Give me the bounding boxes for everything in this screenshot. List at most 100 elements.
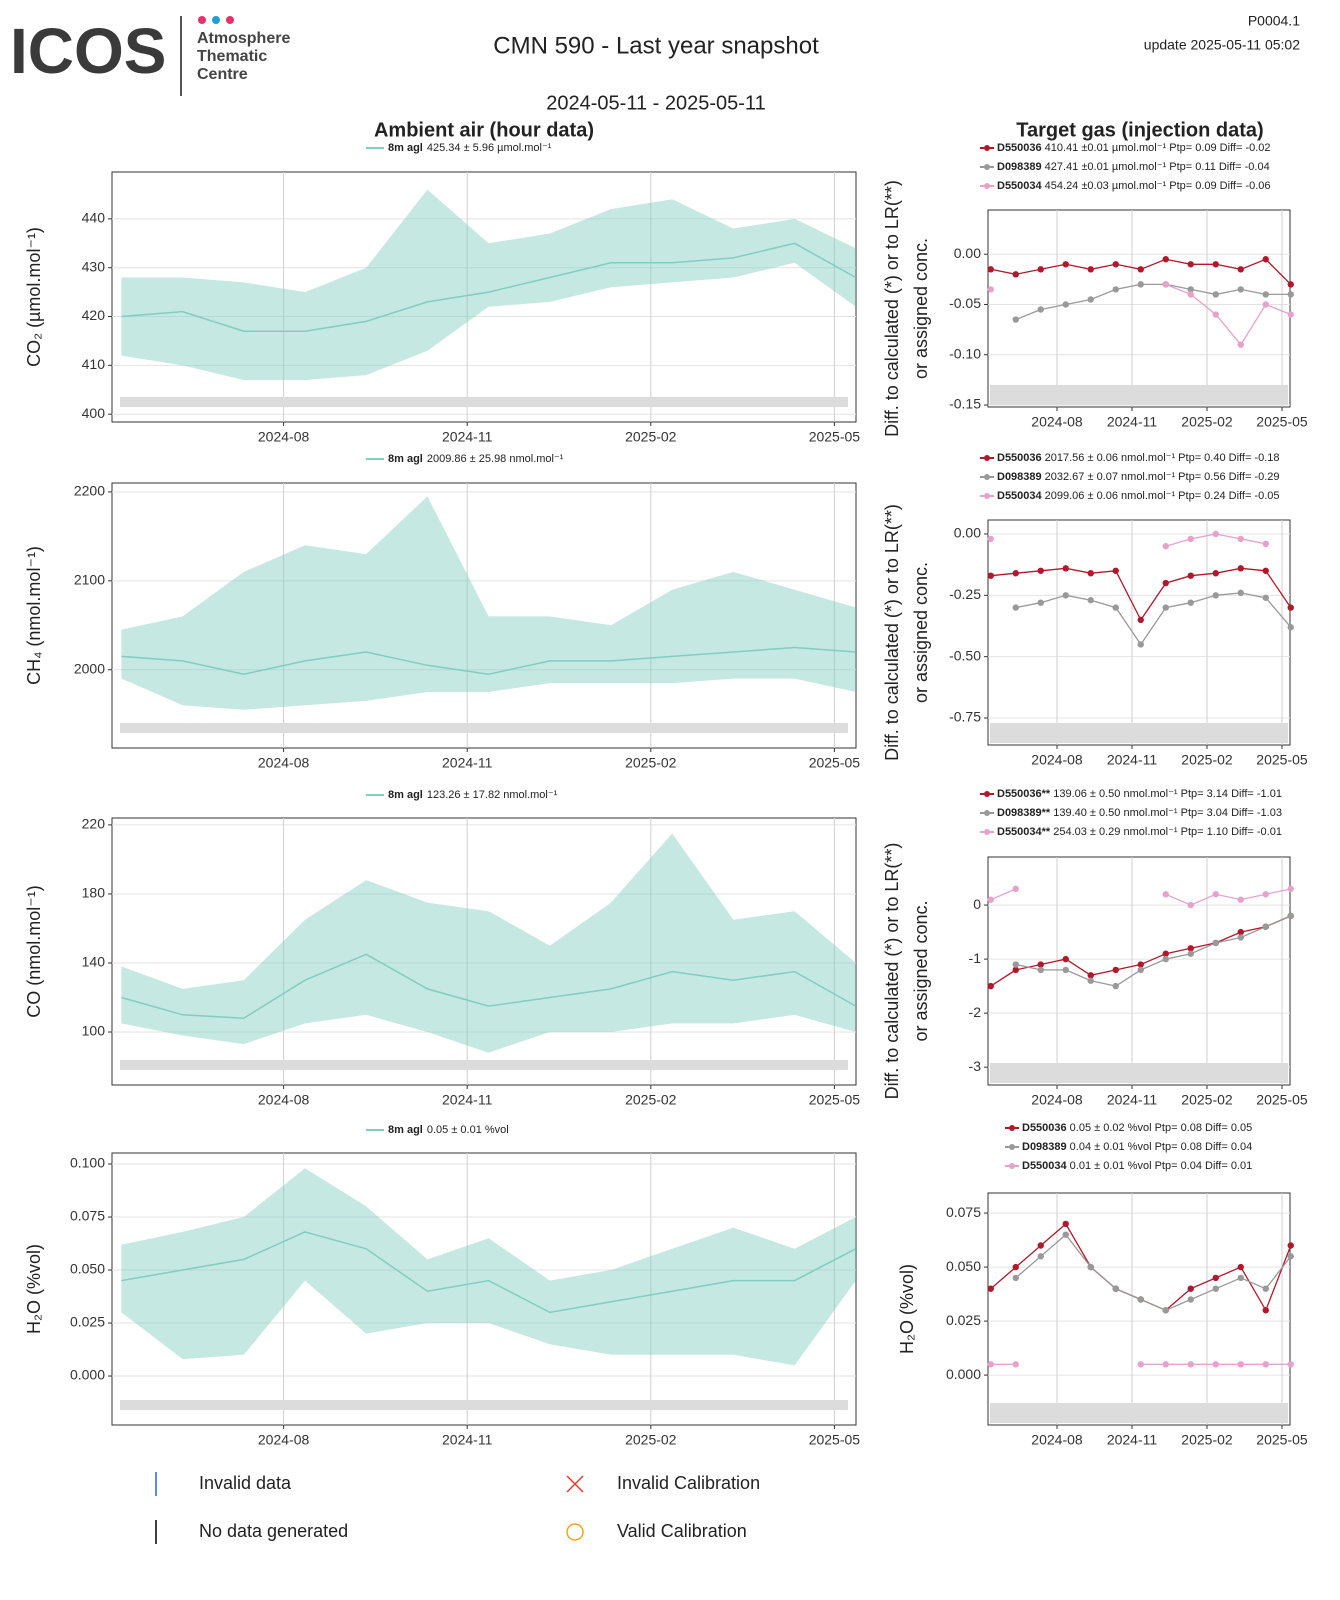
y-tick-label: -1: [969, 950, 982, 966]
x-tick-label: 2024-11: [1107, 1092, 1158, 1108]
y-tick-label: 0.050: [70, 1261, 105, 1277]
series-point: [1187, 945, 1194, 952]
y-axis-title: H₂O (%vol): [24, 1244, 44, 1334]
legend-stats: 0.05 ± 0.02 %vol Ptp= 0.08 Diff= 0.05: [1070, 1122, 1253, 1134]
x-tick-label: 2024-08: [1031, 1092, 1083, 1108]
series-point: [1162, 543, 1169, 550]
legend-point: [1009, 1144, 1015, 1150]
series-point: [1212, 1274, 1219, 1282]
flag-strip: [990, 1403, 1288, 1423]
y-tick-label: 100: [82, 1023, 106, 1039]
x-tick-label: 2024-08: [258, 1092, 310, 1108]
y-axis-title: Diff. to calculated (*) or to LR(**): [882, 504, 902, 761]
series-line: [121, 646, 856, 675]
y-axis-title: CH₄ (nmol.mol⁻¹): [24, 546, 44, 685]
series-point: [1287, 604, 1294, 611]
x-tick-label: 2025-02: [1181, 414, 1233, 430]
y-axis-title: Diff. to calculated (*) or to LR(**): [882, 180, 902, 437]
series-point: [1237, 934, 1244, 941]
legend-text: D098389** 139.40 ± 0.50 nmol.mol⁻¹ Ptp= 3…: [997, 807, 1282, 819]
series-point: [1162, 891, 1169, 898]
y-tick-label: -0.25: [949, 586, 981, 602]
series-point: [1287, 1242, 1294, 1249]
series-point: [1162, 604, 1169, 611]
series-point: [1287, 885, 1294, 893]
series-point: [1187, 286, 1194, 293]
flag-strip: [990, 385, 1288, 405]
x-tick-label: 2025-02: [625, 429, 677, 445]
series-line: [1015, 283, 1291, 321]
x-tick-label: 2025-02: [625, 1432, 677, 1448]
series-point: [1087, 1263, 1094, 1271]
legend-name: 8m agl: [388, 453, 423, 465]
flag-strip: [990, 723, 1288, 743]
series-point: [1162, 1361, 1169, 1368]
y-tick-label: 0.000: [70, 1367, 105, 1383]
legend-name: D550034**: [997, 826, 1051, 838]
legend-text: D550034 0.01 ± 0.01 %vol Ptp= 0.04 Diff= …: [1022, 1160, 1252, 1172]
series-point: [1212, 1285, 1219, 1292]
y-axis-title: CO₂ (µmol.mol⁻¹): [24, 227, 44, 367]
legend-name: D550036**: [997, 788, 1051, 800]
series-point: [1137, 616, 1144, 624]
flag-strip: [120, 1060, 848, 1070]
legend-text: 8m agl 2009.86 ± 25.98 nmol.mol⁻¹: [388, 453, 564, 465]
series-point: [1037, 1253, 1044, 1260]
x-tick-label: 2024-08: [1031, 752, 1083, 768]
series-point: [1062, 261, 1069, 268]
series-point: [1237, 565, 1244, 572]
x-tick-label: 2024-11: [442, 429, 493, 445]
x-tick-label: 2025-05: [809, 429, 861, 445]
plot-area: [111, 817, 857, 1086]
legend-name: D550034: [997, 180, 1043, 192]
y-tick-label: 0.050: [946, 1258, 981, 1274]
legend-name: 8m agl: [388, 142, 423, 154]
series-point: [1187, 261, 1194, 268]
legend-text: 8m agl 123.26 ± 17.82 nmol.mol⁻¹: [388, 789, 558, 801]
series-point: [1262, 540, 1269, 548]
legend-stats: 2032.67 ± 0.07 nmol.mol⁻¹ Ptp= 0.56 Diff…: [1045, 471, 1280, 483]
legend-name: D098389: [1022, 1141, 1067, 1153]
y-tick-label: -0.50: [949, 647, 981, 663]
legend-stats: 2009.86 ± 25.98 nmol.mol⁻¹: [427, 453, 564, 465]
y-tick-label: 400: [82, 405, 106, 421]
series-point: [1162, 579, 1169, 587]
y-axis-title: H₂O (%vol): [897, 1264, 917, 1354]
legend-point: [984, 145, 990, 151]
series-point: [1237, 535, 1244, 543]
plot-area: [111, 171, 857, 423]
x-tick-label: 2024-11: [1107, 752, 1158, 768]
legend-stats: 425.34 ± 5.96 µmol.mol⁻¹: [427, 142, 552, 154]
series-point: [1012, 271, 1019, 278]
x-tick-label: 2024-08: [258, 1432, 310, 1448]
series-point: [1062, 955, 1069, 963]
x-tick-label: 2024-08: [1031, 414, 1083, 430]
series-point: [1187, 1361, 1194, 1368]
series-point: [1187, 572, 1194, 579]
logo-dot: [198, 16, 206, 24]
series-point: [1012, 961, 1019, 968]
series-point: [1162, 256, 1169, 263]
legend-text: 8m agl 0.05 ± 0.01 %vol: [388, 1124, 509, 1136]
legend-stats: 454.24 ±0.03 µmol.mol⁻¹ Ptp= 0.09 Diff= …: [1045, 180, 1271, 192]
series-point: [1262, 256, 1269, 263]
series-point: [1087, 266, 1094, 273]
series-point: [1287, 1253, 1294, 1260]
legend-text: D098389 0.04 ± 0.01 %vol Ptp= 0.08 Diff= …: [1022, 1141, 1252, 1153]
series-point: [1212, 891, 1219, 898]
y-tick-label: 0.075: [946, 1204, 981, 1220]
series-line: [990, 888, 1291, 906]
series-point: [1112, 567, 1119, 574]
series-point: [1212, 261, 1219, 268]
series-point: [1212, 1361, 1219, 1368]
series-point: [1112, 286, 1119, 293]
legend-text: D550034 2099.06 ± 0.06 nmol.mol⁻¹ Ptp= 0.…: [997, 490, 1280, 502]
series-point: [1037, 961, 1044, 968]
x-tick-label: 2024-08: [258, 755, 310, 771]
y-tick-label: 180: [82, 885, 106, 901]
series-point: [1062, 592, 1069, 599]
series-point: [1237, 266, 1244, 273]
series-point: [1012, 604, 1019, 611]
legend-name: D098389: [997, 161, 1042, 173]
y-axis-title: or assigned conc.: [911, 562, 931, 703]
